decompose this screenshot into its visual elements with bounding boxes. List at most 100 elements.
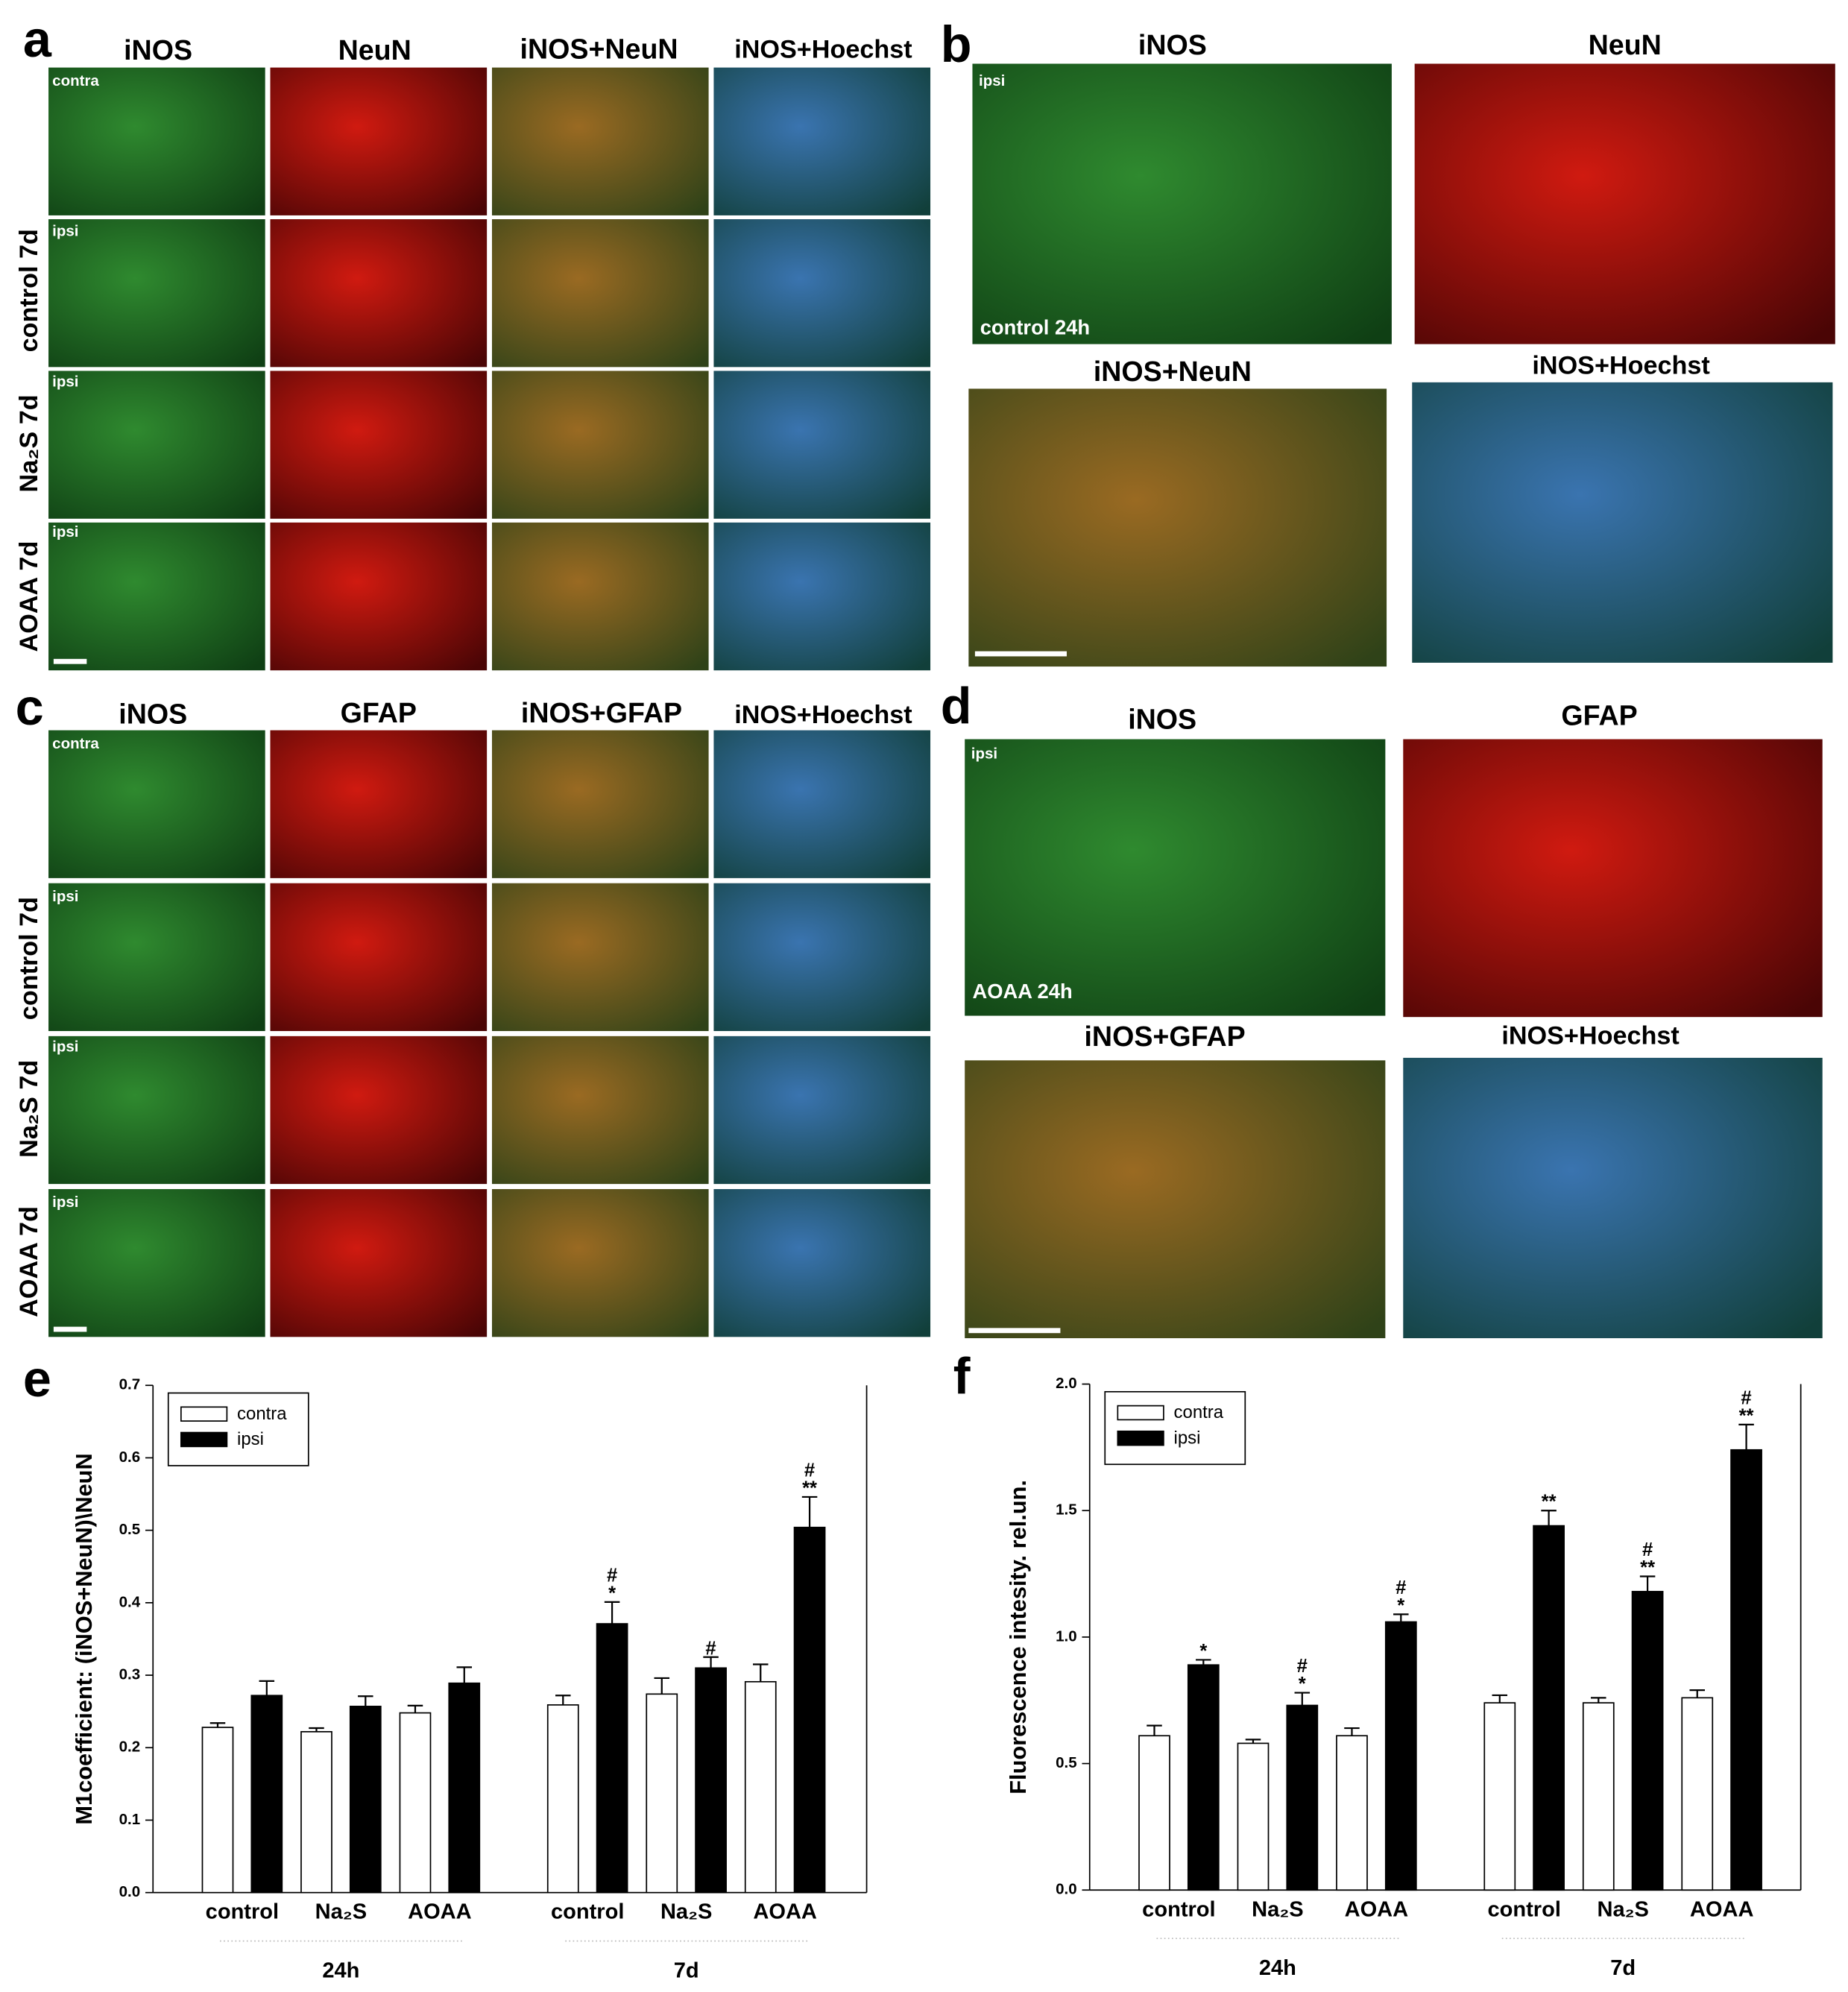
micrograph: [270, 730, 488, 878]
column-header: NeuN: [338, 34, 411, 66]
row-label: Na₂S 7d: [15, 394, 43, 492]
caption: AOAA 24h: [972, 980, 1072, 1003]
panel-letter: a: [23, 11, 52, 68]
micrograph: [713, 67, 931, 215]
bar: [300, 1731, 332, 1894]
panel-letter: b: [941, 16, 972, 73]
significance-mark: #: [705, 1638, 716, 1659]
legend-swatch: [180, 1431, 228, 1448]
column-header: iNOS: [124, 34, 192, 66]
x-tick-label: control: [551, 1900, 624, 1924]
y-tick-label: 0.5: [1056, 1754, 1077, 1771]
y-tick-label: 2.0: [1056, 1375, 1077, 1392]
legend-swatch: [180, 1406, 228, 1422]
tag: contra: [52, 72, 99, 89]
y-axis-label: M1coefficient: (iNOS+NeuN)\NeuN: [71, 1453, 97, 1824]
panel-c: c iNOS GFAP iNOS+GFAP iNOS+Hoechst contr…: [15, 679, 912, 1332]
error-bar: [209, 1722, 226, 1728]
micrograph: [713, 371, 931, 519]
group-label: 7d: [1610, 1956, 1636, 1980]
bar: [1681, 1697, 1714, 1891]
micrograph: [713, 730, 931, 878]
bar: [1582, 1702, 1615, 1891]
micrograph: [270, 1188, 488, 1337]
image-title: iNOS: [1138, 29, 1207, 60]
significance-mark: **: [802, 1478, 817, 1498]
bar: [448, 1682, 481, 1894]
x-tick-label: AOAA: [1690, 1897, 1754, 1921]
bar: [201, 1727, 234, 1894]
error-bar: [1541, 1510, 1557, 1526]
x-tick-label: AOAA: [1345, 1897, 1409, 1921]
error-bar: [752, 1663, 769, 1682]
image-title: GFAP: [1561, 699, 1637, 731]
legend-label: ipsi: [1174, 1428, 1201, 1448]
micrograph: [48, 67, 265, 215]
group-label: 24h: [322, 1958, 359, 1982]
row-label: AOAA 7d: [15, 541, 43, 652]
significance-mark: **: [1640, 1557, 1655, 1578]
error-bar: [1591, 1697, 1606, 1703]
charts: e 0.0 0.1 0.2 0.3 0.4 0.5 0.6 0.7 M1coefficient: …: [23, 1348, 1802, 1982]
column-header: GFAP: [341, 697, 417, 728]
image-title: iNOS: [1128, 704, 1196, 735]
error-bar: [1492, 1694, 1508, 1703]
panel-letter: f: [953, 1348, 971, 1405]
significance-mark: #: [804, 1460, 815, 1481]
legend-swatch: [1117, 1430, 1164, 1446]
bar: [695, 1667, 727, 1894]
micrographs: [48, 63, 1835, 1339]
micrograph: [270, 883, 488, 1032]
significance-mark: #: [1642, 1539, 1653, 1560]
image-title: iNOS+NeuN: [1094, 356, 1252, 387]
micrograph: [491, 1188, 709, 1337]
significance-mark: #: [1396, 1577, 1406, 1598]
micrograph: [48, 1036, 265, 1185]
bar: [349, 1705, 382, 1894]
scale-bar: [968, 1328, 1061, 1334]
micrograph: [1403, 1057, 1823, 1339]
y-tick-label: 1.5: [1056, 1501, 1077, 1519]
micrograph: [491, 67, 709, 215]
group-label: 7d: [674, 1958, 699, 1982]
bar: [744, 1680, 777, 1894]
panel-d: d iNOS GFAP iNOS+GFAP iNOS+Hoechst ipsi …: [941, 678, 1680, 1334]
error-bar: [1639, 1575, 1656, 1592]
image-title: iNOS+Hoechst: [1532, 351, 1709, 379]
error-bar: [604, 1601, 620, 1624]
bar: [1138, 1735, 1170, 1891]
bar: [1730, 1449, 1762, 1891]
micrograph: [270, 371, 488, 519]
x-tick-label: Na₂S: [1252, 1897, 1303, 1921]
error-bar: [801, 1495, 818, 1528]
tag: ipsi: [52, 523, 78, 540]
micrograph: [48, 371, 265, 519]
column-header: iNOS+NeuN: [520, 33, 678, 64]
image-title: iNOS+GFAP: [1084, 1021, 1245, 1052]
y-tick-label: 0.2: [119, 1739, 141, 1756]
image-title: iNOS+Hoechst: [1501, 1022, 1679, 1050]
significance-mark: **: [1542, 1492, 1557, 1513]
column-header: iNOS: [119, 699, 187, 730]
bar: [399, 1712, 432, 1894]
error-bar: [555, 1695, 571, 1705]
y-tick-label: 1.0: [1056, 1627, 1077, 1645]
micrograph: [965, 1060, 1386, 1339]
significance-mark: #: [1297, 1656, 1308, 1677]
legend-box: [1104, 1390, 1246, 1466]
bar: [1237, 1742, 1270, 1891]
tag: ipsi: [979, 72, 1005, 89]
error-bar: [1344, 1727, 1360, 1736]
error-bar: [358, 1695, 373, 1706]
significance-mark: *: [608, 1583, 616, 1604]
micrograph: [968, 388, 1387, 667]
error-bar: [1245, 1739, 1261, 1744]
x-tick-label: Na₂S: [315, 1900, 367, 1924]
error-bar: [1738, 1423, 1754, 1450]
error-bar: [1689, 1689, 1706, 1698]
error-bar: [456, 1666, 473, 1683]
significance-mark: *: [1299, 1674, 1306, 1695]
x-tick-label: control: [1142, 1897, 1215, 1921]
micrograph: [713, 883, 931, 1032]
